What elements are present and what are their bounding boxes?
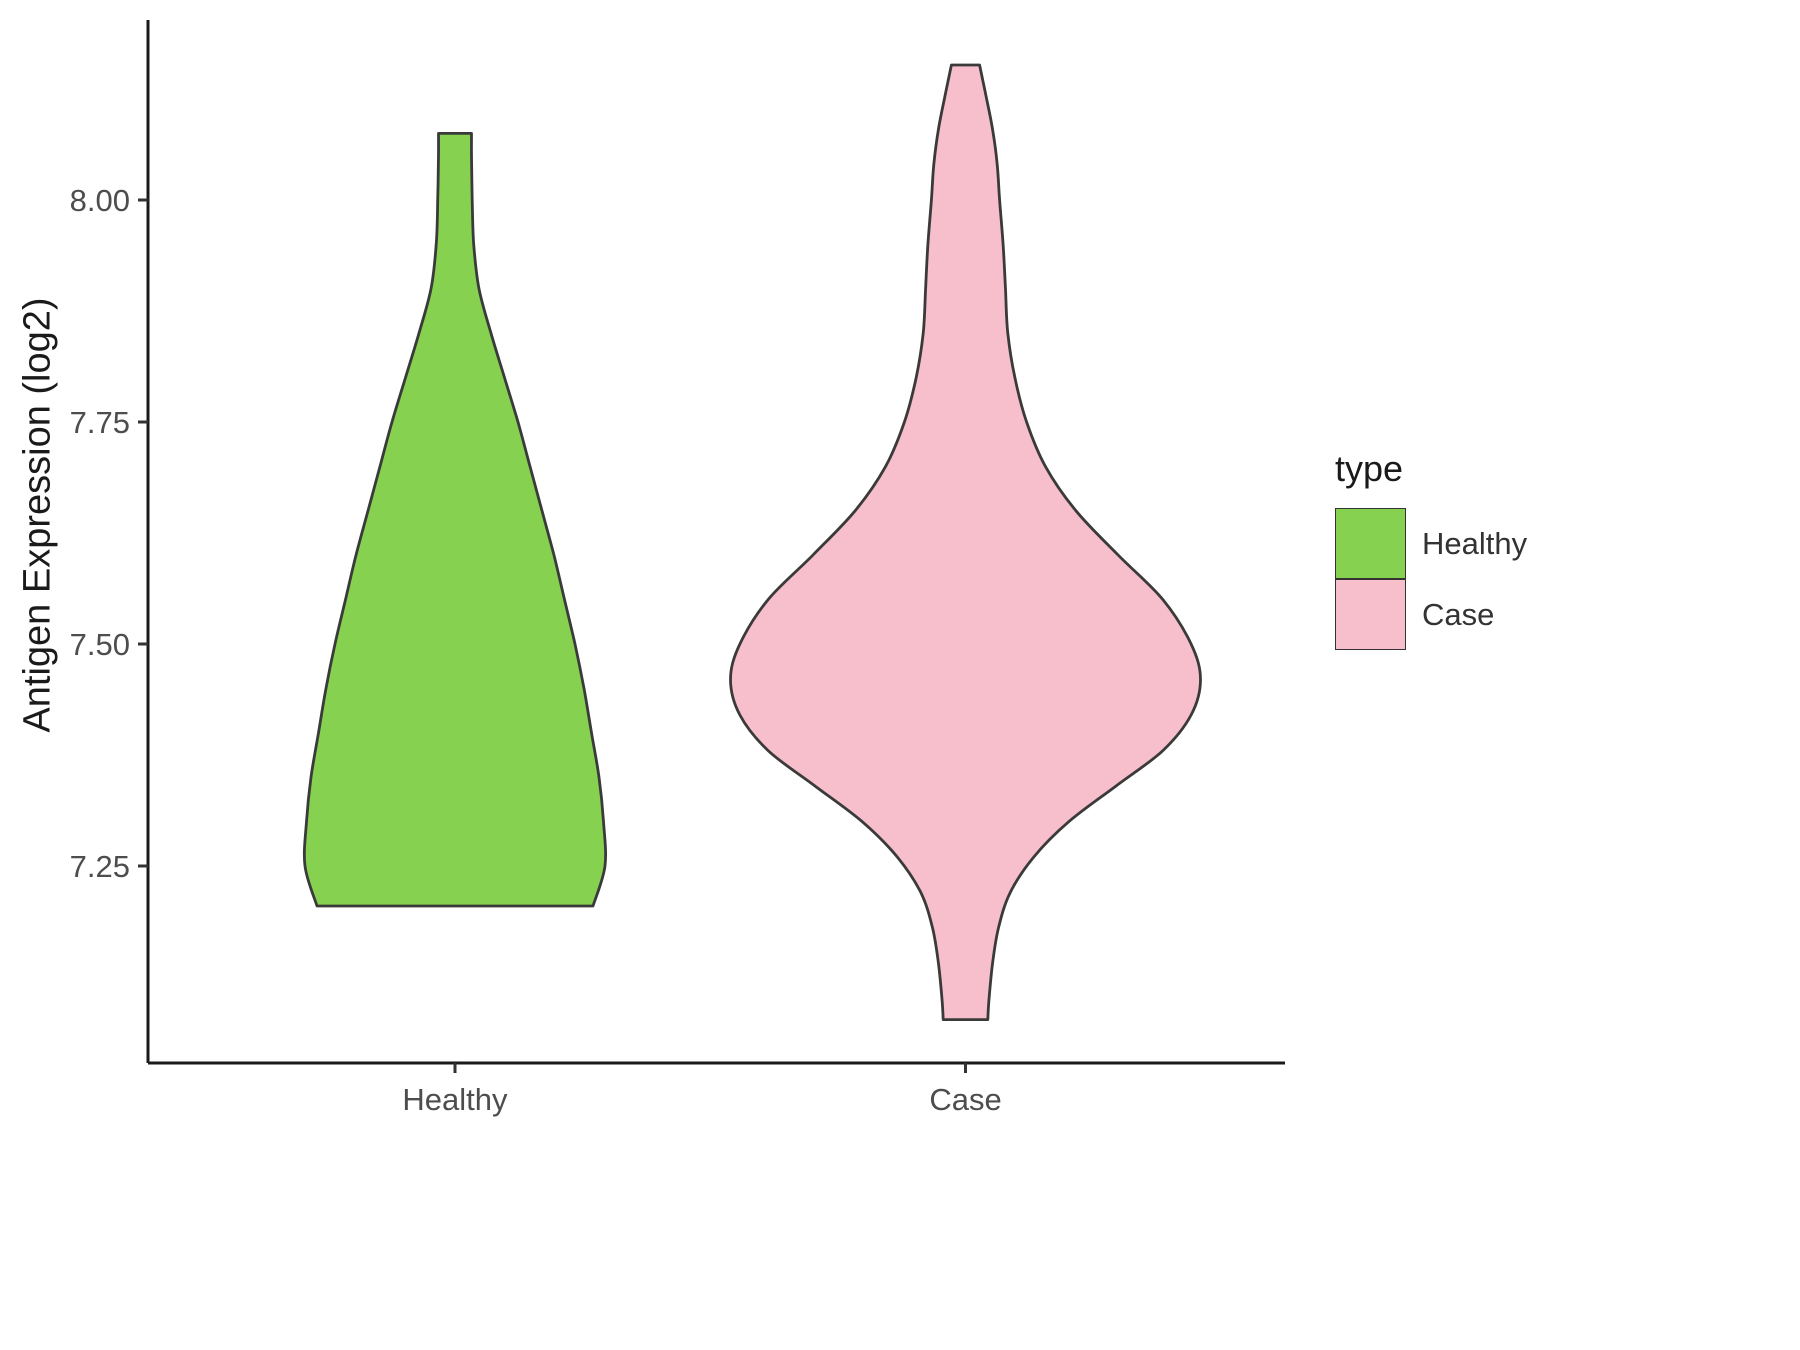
y-tick-label: 7.50 [70,627,130,662]
violin-case [729,63,1202,1021]
legend-swatch [1335,508,1406,579]
legend: type Healthy Case [1335,448,1527,650]
x-tick-label: Healthy [402,1082,508,1117]
legend-entry: Case [1335,579,1527,650]
legend-entries: Healthy Case [1335,508,1527,650]
legend-swatch [1335,579,1406,650]
legend-title: type [1335,448,1404,489]
legend-label: Case [1422,596,1495,632]
y-tick-label: 7.75 [70,405,130,440]
legend-label: Healthy [1422,525,1528,561]
legend-entry: Healthy [1335,508,1527,579]
violin-healthy [302,132,608,908]
y-axis-title: Antigen Expression (log2) [16,297,59,733]
x-tick-label: Case [929,1082,1001,1117]
y-tick-label: 7.25 [70,849,130,884]
y-tick-label: 8.00 [70,183,130,218]
